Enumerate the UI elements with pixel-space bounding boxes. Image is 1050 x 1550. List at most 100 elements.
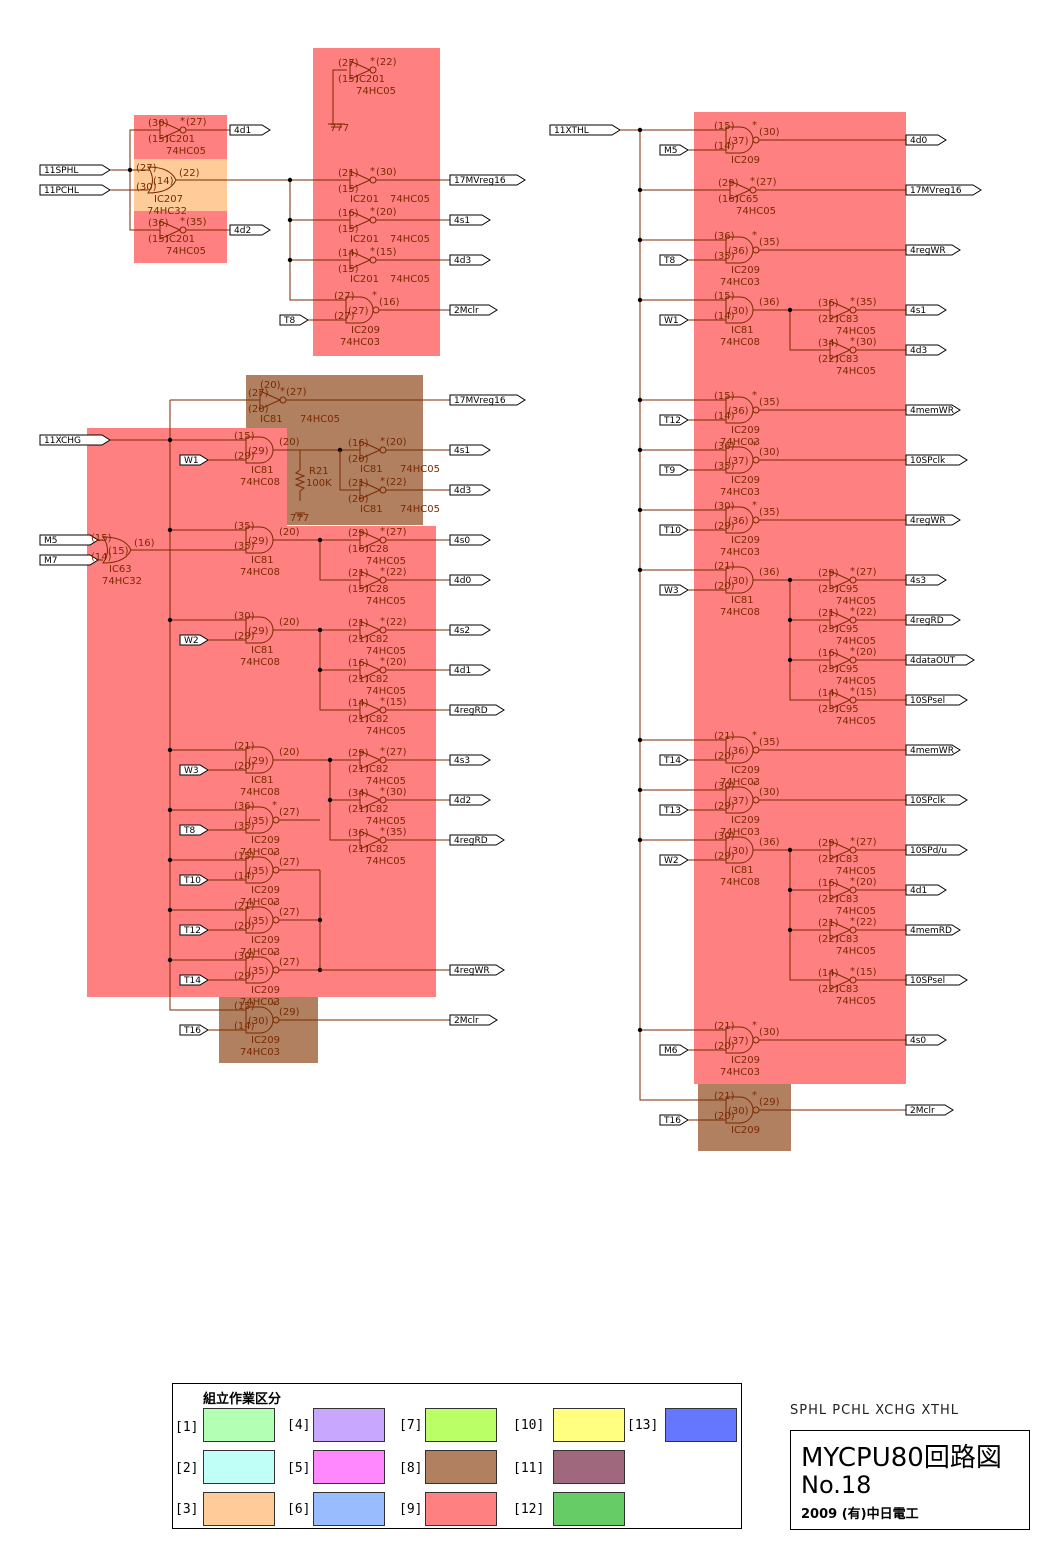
output-signal-label: 4memWR — [910, 406, 954, 416]
part-type-label: 74HC05 — [836, 996, 876, 1007]
pin-number: (16) — [818, 648, 839, 659]
output-signal-label: 10SPclk — [910, 456, 946, 466]
legend-label: [7] — [399, 1418, 423, 1433]
output-signal-tag — [905, 1034, 947, 1046]
pin-number: (30) — [759, 447, 780, 458]
open-collector-mark: * — [850, 566, 855, 577]
junction-dot — [787, 657, 793, 663]
ic-label: IC83 — [836, 354, 859, 365]
output-signal-tag — [449, 964, 505, 976]
ic-label: IC83 — [836, 314, 859, 325]
output-signal-tag — [449, 484, 491, 496]
wire — [332, 69, 347, 124]
ic-label: IC209 — [731, 1055, 760, 1066]
input-signal-tag — [659, 754, 689, 766]
part-type-label: 74HC05 — [300, 414, 340, 425]
part-type-label: 74HC05 — [366, 816, 406, 827]
input-signal-label: 11XTHL — [554, 126, 589, 136]
pin-number: (21) — [348, 618, 369, 629]
pin-number: (22) — [179, 168, 200, 179]
pin-number: (20) — [279, 527, 300, 538]
assembly-region — [694, 112, 906, 1084]
inverter-symbol — [349, 250, 372, 270]
input-signal-tag — [179, 764, 209, 776]
output-signal-tag — [905, 614, 961, 626]
gate-symbol — [147, 166, 177, 194]
open-collector-mark: * — [380, 786, 385, 797]
input-signal-tag — [179, 874, 209, 886]
output-signal-tag — [449, 214, 491, 226]
gate-symbol — [725, 836, 754, 864]
inverter-symbol — [349, 210, 372, 230]
output-signal-tag — [449, 534, 491, 546]
junction-dot — [167, 437, 173, 443]
pin-number: (21) — [714, 731, 735, 742]
gate-pin-label: (20) — [248, 404, 269, 415]
input-signal-tag — [659, 314, 689, 326]
legend-swatch — [553, 1408, 625, 1442]
junction-dot — [167, 807, 173, 813]
assembly-region — [698, 1084, 791, 1151]
output-signal-label: 4d3 — [910, 346, 927, 356]
pin-number: (20) — [279, 617, 300, 628]
inverter-symbol — [359, 480, 382, 500]
output-signal-tag — [449, 574, 491, 586]
junction-dot — [167, 527, 173, 533]
drawing-title: MYCPU80回路図 — [801, 1443, 1002, 1473]
pin-number: (35) — [759, 737, 780, 748]
input-signal-tag — [179, 974, 209, 986]
junction-dot — [787, 847, 793, 853]
pin-number: (30) — [386, 787, 407, 798]
junction-dot — [317, 627, 323, 633]
ic-label: IC209 — [731, 425, 760, 436]
output-signal-tag — [905, 654, 975, 666]
gate-pin-label: (22) — [818, 354, 839, 365]
assembly-region — [134, 159, 227, 211]
legend-label: [12] — [513, 1502, 545, 1517]
input-signal-tag — [179, 824, 209, 836]
part-type-label: 74HC08 — [720, 877, 760, 888]
wire — [789, 310, 830, 351]
input-signal-label: 11PCHL — [44, 186, 79, 196]
input-signal-label: T8 — [183, 826, 195, 836]
pin-number: (22) — [386, 617, 407, 628]
ic-label: IC95 — [836, 584, 859, 595]
output-signal-tag — [449, 304, 498, 316]
gate-symbol — [102, 536, 132, 564]
gate-pin-label: (22) — [818, 984, 839, 995]
input-signal-tag — [179, 634, 209, 646]
pin-number: (27) — [386, 747, 407, 758]
pin-number: (27) — [279, 857, 300, 868]
pin-number: (29) — [714, 851, 735, 862]
legend-swatch — [425, 1450, 497, 1484]
output-signal-label: 4s0 — [454, 536, 470, 546]
pin-number: (29) — [234, 451, 255, 462]
pin-number: (30) — [856, 337, 877, 348]
pin-number: (29) — [279, 1007, 300, 1018]
ic-label: IC83 — [836, 934, 859, 945]
output-signal-label: 17MVreg16 — [454, 176, 506, 186]
input-signal-tag — [659, 1114, 689, 1126]
ic-label: IC95 — [836, 624, 859, 635]
input-signal-tag — [179, 454, 209, 466]
output-signal-label: 4s0 — [910, 1036, 926, 1046]
resistor-symbol — [294, 469, 306, 501]
output-signal-tag — [905, 924, 961, 936]
part-type-label: 74HC03 — [720, 277, 760, 288]
open-collector-mark: * — [372, 290, 377, 301]
legend-label: [10] — [513, 1418, 545, 1433]
output-signal-label: 10SPsel — [910, 976, 945, 986]
output-signal-tag — [905, 884, 947, 896]
pin-number: (34) — [348, 788, 369, 799]
pin-number: (15) — [376, 247, 397, 258]
open-collector-mark: * — [752, 780, 757, 791]
pin-number: (20) — [376, 207, 397, 218]
gate-pin-label: (16) — [718, 194, 739, 205]
output-signal-tag — [905, 514, 961, 526]
pin-number: (35) — [856, 297, 877, 308]
pin-number: (27) — [286, 387, 307, 398]
pin-number: (27) — [186, 117, 207, 128]
output-signal-label: 4regRD — [910, 616, 944, 626]
part-type-label: 74HC05 — [836, 636, 876, 647]
junction-dot — [637, 127, 643, 133]
